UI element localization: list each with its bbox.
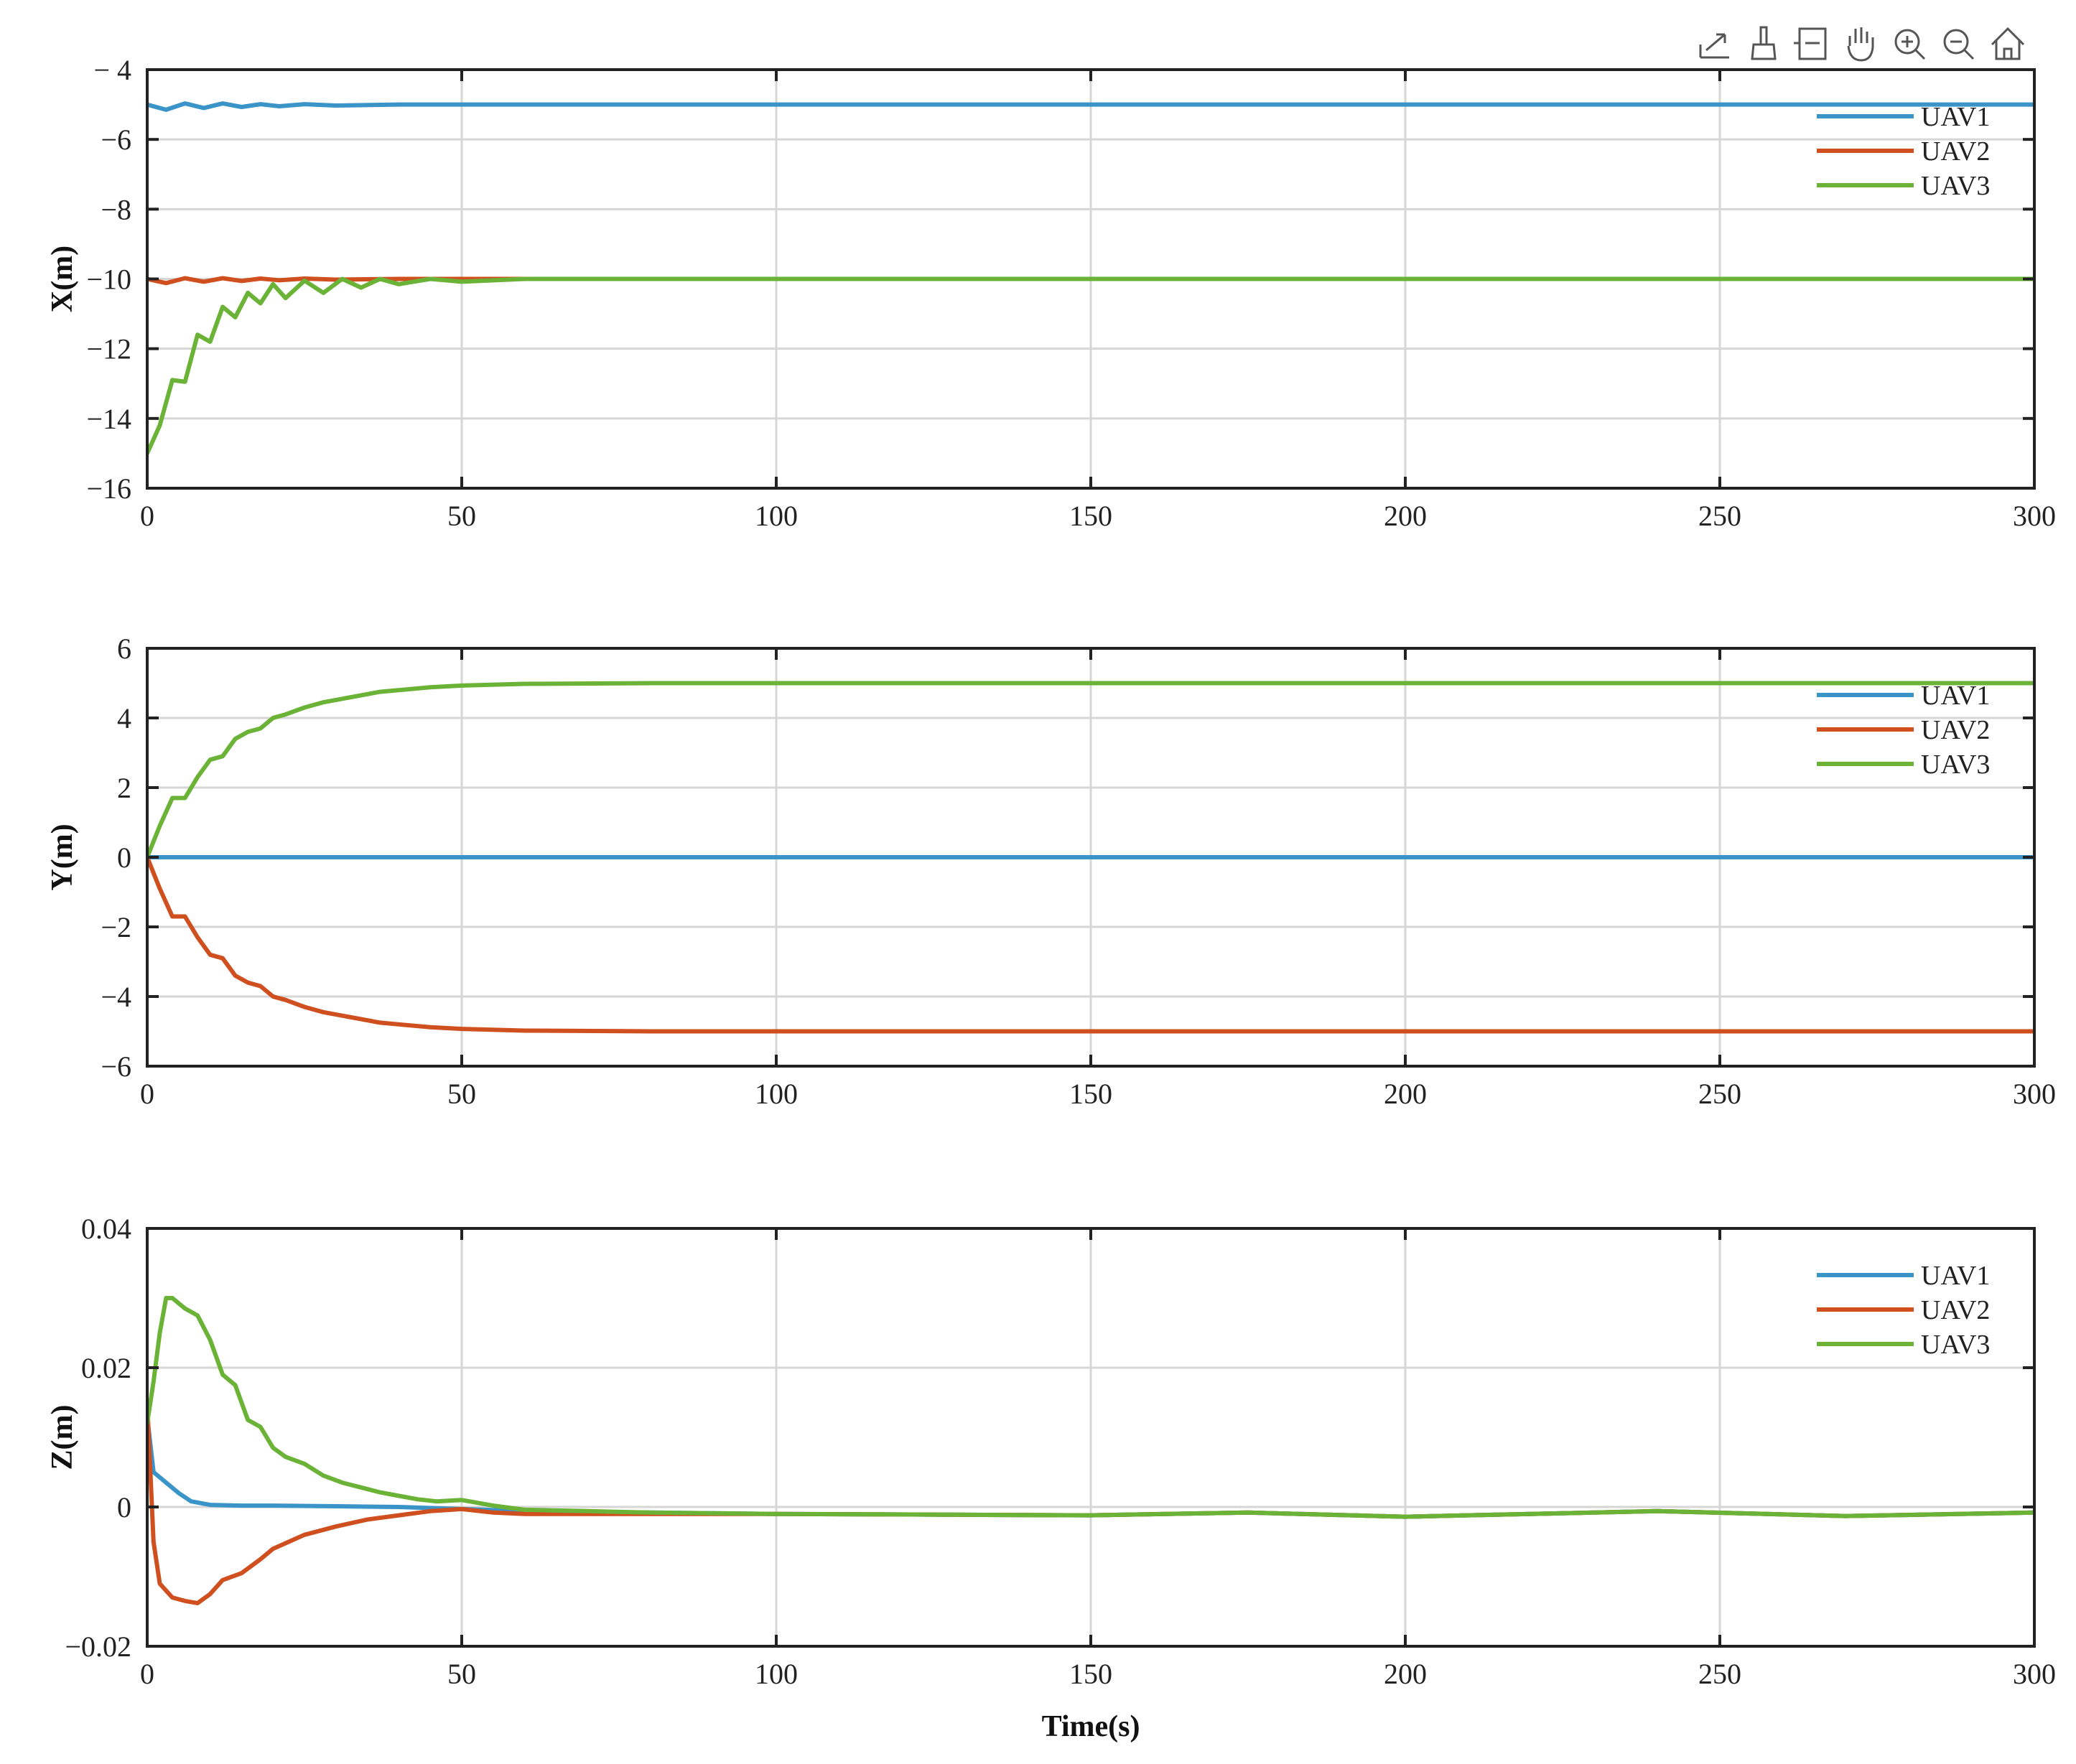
x-tick-label: 100 — [755, 1658, 798, 1690]
series-group — [147, 681, 2034, 1034]
y-tick-label: −16 — [86, 472, 131, 505]
pan-hand-icon[interactable] — [1847, 27, 1874, 62]
x-tick-label: 50 — [447, 1078, 476, 1110]
y-tick-label: 0.04 — [81, 1213, 131, 1245]
legend: UAV1 UAV2 UAV3 — [1817, 102, 1990, 201]
y-tick-label: 4 — [117, 702, 131, 734]
series-line-uav3 — [147, 276, 2034, 456]
x-tick-label: 150 — [1069, 500, 1112, 532]
x-tick-label: 200 — [1384, 1078, 1427, 1110]
legend-label-uav3: UAV3 — [1921, 1330, 1990, 1360]
y-axis-label: Y(m) — [46, 823, 79, 890]
legend-label-uav2: UAV2 — [1921, 136, 1990, 167]
x-tick-label: 250 — [1698, 1078, 1741, 1110]
series-line-uav3 — [147, 681, 2034, 859]
legend: UAV1 UAV2 UAV3 — [1817, 681, 1990, 780]
datatip-icon[interactable] — [1794, 27, 1827, 60]
y-tick-label: 6 — [117, 633, 131, 665]
y-tick-label: − 4 — [93, 54, 131, 86]
legend-label-uav2: UAV2 — [1921, 1295, 1990, 1325]
zoom-in-icon[interactable] — [1894, 29, 1926, 60]
y-tick-label: 0 — [117, 841, 131, 874]
series-line-uav3 — [147, 1296, 2034, 1519]
x-tick-label: 200 — [1384, 1658, 1427, 1690]
series-line-uav1 — [147, 101, 2034, 112]
subplot-3: 0 50 100 150 200 250 300 −0.02 0 0.02 0.04 Z(m) Time… — [46, 1213, 2056, 1743]
legend-label-uav1: UAV1 — [1921, 102, 1990, 132]
y-axis-label: Z(m) — [46, 1405, 79, 1470]
zoom-out-icon[interactable] — [1943, 29, 1975, 60]
x-tick-label: 50 — [447, 500, 476, 532]
x-tick-label: 150 — [1069, 1658, 1112, 1690]
y-tick-label: −12 — [86, 333, 131, 365]
export-icon[interactable] — [1699, 33, 1729, 59]
x-tick-label: 0 — [140, 500, 154, 532]
y-axis-label: X(m) — [46, 246, 79, 312]
y-tick-label: −6 — [101, 1050, 131, 1083]
y-tick-label: −2 — [101, 911, 131, 943]
series-group — [147, 101, 2034, 456]
legend: UAV1 UAV2 UAV3 — [1817, 1261, 1990, 1360]
x-tick-label: 0 — [140, 1078, 154, 1110]
x-tick-label: 250 — [1698, 500, 1741, 532]
y-tick-label: 2 — [117, 772, 131, 804]
brush-icon[interactable] — [1751, 26, 1777, 60]
y-tick-label: −10 — [86, 263, 131, 296]
legend-label-uav2: UAV2 — [1921, 715, 1990, 745]
x-tick-label: 300 — [2013, 500, 2056, 532]
x-tick-label: 200 — [1384, 500, 1427, 532]
x-tick-label: 300 — [2013, 1078, 2056, 1110]
x-tick-label: 150 — [1069, 1078, 1112, 1110]
subplot-2: 0 50 100 150 200 250 300 −6 −4 −2 0 2 4 6 Y(m) UAV1 UAV2… — [46, 633, 2056, 1110]
legend-label-uav3: UAV3 — [1921, 750, 1990, 780]
series-line-uav2 — [147, 276, 2034, 286]
x-tick-label: 50 — [447, 1658, 476, 1690]
y-tick-label: −4 — [101, 981, 131, 1013]
x-tick-label: 100 — [755, 1078, 798, 1110]
y-tick-label: 0 — [117, 1491, 131, 1523]
legend-label-uav1: UAV1 — [1921, 1261, 1990, 1291]
series-line-uav2 — [147, 855, 2034, 1034]
y-tick-label: 0.02 — [81, 1352, 131, 1384]
x-tick-label: 300 — [2013, 1658, 2056, 1690]
subplots: 0 50 100 150 200 250 300−16−14−12−10−8−6− 4X(m… — [46, 54, 2056, 1743]
subplot-1: 0 50 100 150 200 250 300 −16 −14 −12 −10 −8 −6 − 4 X(m… — [46, 54, 2056, 532]
y-tick-label: −14 — [86, 403, 131, 435]
x-axis-label: Time(s) — [1042, 1710, 1140, 1743]
axes-toolbar — [1699, 26, 2025, 62]
legend-label-uav1: UAV1 — [1921, 681, 1990, 711]
y-tick-label: −8 — [101, 193, 131, 225]
y-tick-label: −0.02 — [65, 1630, 131, 1663]
y-tick-label: −6 — [101, 123, 131, 156]
x-tick-label: 100 — [755, 500, 798, 532]
legend-label-uav3: UAV3 — [1921, 171, 1990, 201]
home-icon[interactable] — [1991, 27, 2025, 60]
series-group — [147, 1296, 2034, 1605]
x-tick-label: 0 — [140, 1658, 154, 1690]
x-tick-label: 250 — [1698, 1658, 1741, 1690]
